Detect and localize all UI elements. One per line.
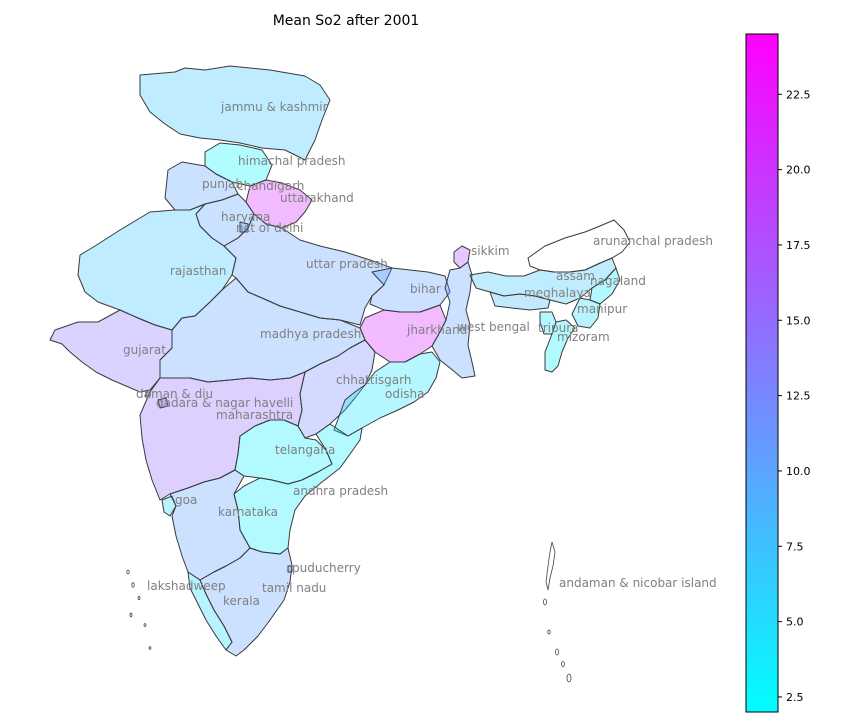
label-meghalaya: meghalaya xyxy=(524,286,591,300)
label-dadara-nagar-havelli: dadara & nagar havelli xyxy=(156,396,293,410)
label-arunachal-pradesh: arunanchal pradesh xyxy=(593,234,713,248)
colorbar-tick-label: 17.5 xyxy=(786,239,811,252)
label-maharashtra: maharashtra xyxy=(216,408,293,422)
label-chandigarh: chandigarh xyxy=(237,179,304,193)
lakshadweep-islands xyxy=(126,569,152,650)
label-assam: assam xyxy=(556,269,595,283)
state-daman-diu xyxy=(145,391,151,397)
label-daman-diu: daman & diu xyxy=(136,387,213,401)
label-andhra-pradesh: andhra pradesh xyxy=(293,484,388,498)
colorbar-tick-label: 5.0 xyxy=(786,616,804,629)
label-sikkim: sikkim xyxy=(471,244,510,258)
label-puducherry: puducherry xyxy=(292,561,361,575)
colorbar-tick-label: 2.5 xyxy=(786,691,804,704)
colorbar-tick-label: 15.0 xyxy=(786,314,811,327)
label-gujarat: gujarat xyxy=(123,343,166,357)
label-uttarakhand: uttarakhand xyxy=(280,191,354,205)
map-title: Mean So2 after 2001 xyxy=(273,13,420,29)
label-madhya-pradesh: madhya pradesh xyxy=(260,327,361,341)
state-jammu-kashmir xyxy=(139,65,331,161)
label-west-bengal: west bengal xyxy=(457,320,530,334)
state-meghalaya xyxy=(489,291,551,311)
label-rajasthan: rajasthan xyxy=(170,264,227,278)
label-kerala: kerala xyxy=(223,594,260,608)
state-shapes xyxy=(49,65,631,657)
label-tamil-nadu: tamil nadu xyxy=(262,581,326,595)
colorbar-tick-label: 10.0 xyxy=(786,465,811,478)
label-goa: goa xyxy=(175,493,197,507)
colorbar-tick-label: 12.5 xyxy=(786,390,811,403)
label-jammu-kashmir: jammu & kashmir xyxy=(220,100,328,114)
colorbar-tick-label: 22.5 xyxy=(786,88,811,101)
state-labels: jammu & kashmir himachal pradesh punjab … xyxy=(123,100,717,608)
label-punjab: punjab xyxy=(202,177,243,191)
label-lakshadweep: lakshadweep xyxy=(147,579,226,593)
colorbar-tick-label: 20.0 xyxy=(786,164,811,177)
label-karnataka: karnataka xyxy=(218,505,278,519)
state-goa xyxy=(161,495,177,517)
label-andaman-nicobar: andaman & nicobar island xyxy=(559,576,717,590)
label-mizoram: mizoram xyxy=(557,330,610,344)
label-haryana: haryana xyxy=(221,210,270,224)
state-dadara-nagar-havelli xyxy=(157,397,169,409)
state-uttar-pradesh xyxy=(223,213,393,326)
label-manipur: manipur xyxy=(577,302,627,316)
colorbar-tick-label: 7.5 xyxy=(786,540,804,553)
label-tripura: tripura xyxy=(538,321,578,335)
state-gujarat xyxy=(49,309,173,393)
state-mizoram xyxy=(544,319,576,373)
label-nct-of-delhi: nct of delhi xyxy=(236,221,303,235)
label-jharkhand: jharkhand xyxy=(406,323,467,337)
label-chhattisgarh: chhattisgarh xyxy=(336,373,411,387)
state-manipur xyxy=(571,297,601,329)
andaman-nicobar-islands xyxy=(543,541,572,683)
label-telangana: telangana xyxy=(275,443,335,457)
label-uttar-pradesh: uttar pradesh xyxy=(306,257,388,271)
colorbar-gradient xyxy=(746,34,778,712)
colorbar-frame xyxy=(745,33,779,713)
label-odisha: odisha xyxy=(385,387,425,401)
label-himachal-pradesh: himachal pradesh xyxy=(238,154,345,168)
label-nagaland: nagaland xyxy=(590,274,646,288)
state-puducherry xyxy=(287,565,293,573)
label-bihar: bihar xyxy=(410,282,441,296)
state-tamil-nadu xyxy=(199,547,293,657)
colorbar: 2.5 5.0 7.5 10.0 12.5 15.0 17.5 20.0 22.5 xyxy=(745,33,811,713)
